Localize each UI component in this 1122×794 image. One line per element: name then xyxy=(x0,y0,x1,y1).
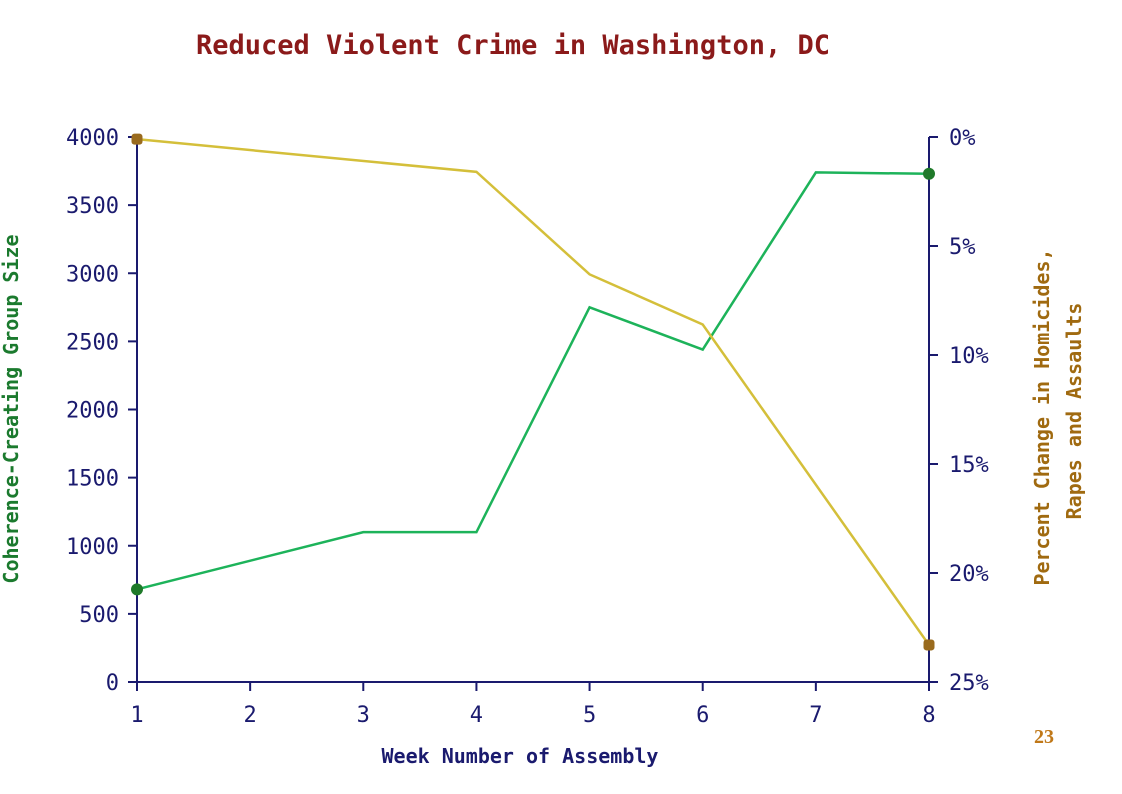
page-number: 23 xyxy=(1034,726,1054,748)
x-tick-label: 5 xyxy=(583,703,596,728)
crime-series-point xyxy=(923,639,935,651)
y-right-tick-label: 10% xyxy=(949,344,989,369)
crime-series-line xyxy=(136,137,931,646)
x-tick-label: 4 xyxy=(470,703,483,728)
y-right-tick-label: 15% xyxy=(949,453,989,478)
y-right-tick-label: 25% xyxy=(949,671,989,696)
x-tick-label: 2 xyxy=(244,703,257,728)
y-right-tick-label: 0% xyxy=(949,126,976,151)
chart-axes xyxy=(136,137,930,683)
x-tick-label: 6 xyxy=(696,703,709,728)
x-axis-label: Week Number of Assembly xyxy=(382,744,659,768)
x-tick-label: 7 xyxy=(809,703,822,728)
y-axis-right-label-line-2: Rapes and Assaults xyxy=(1062,303,1086,520)
x-tick-label: 3 xyxy=(357,703,370,728)
y-left-tick-label: 0 xyxy=(106,671,119,696)
group-series-point xyxy=(131,583,143,596)
y-right-tick-label: 20% xyxy=(949,562,989,587)
y-left-tick-label: 3500 xyxy=(66,194,119,219)
group-series-line xyxy=(136,171,930,591)
y-left-tick-label: 1000 xyxy=(66,535,119,560)
y-left-tick-label: 4000 xyxy=(66,126,119,151)
x-tick-label: 8 xyxy=(922,703,935,728)
crime-series-point xyxy=(131,133,143,145)
x-tick-label: 1 xyxy=(130,703,143,728)
y-left-tick-label: 500 xyxy=(79,603,119,628)
group-series-point xyxy=(923,167,935,180)
chart-ticks: 4000 3500 3000 2500 2000 1500 1000 500 0 0% 5% 10% 1… xyxy=(66,126,989,728)
y-left-tick-label: 2000 xyxy=(66,399,119,424)
chart-title: Reduced Violent Crime in Washington, DC xyxy=(196,30,830,61)
y-axis-left-label: Coherence-Creating Group Size xyxy=(0,234,23,583)
y-left-tick-label: 1500 xyxy=(66,467,119,492)
y-axis-right-label-line-1: Percent Change in Homicides, xyxy=(1030,248,1054,585)
chart-series xyxy=(131,133,935,651)
y-axis-right-label: Percent Change in Homicides, Rapes and A… xyxy=(1030,236,1086,585)
y-right-tick-label: 5% xyxy=(949,235,976,260)
y-left-tick-label: 3000 xyxy=(66,262,119,287)
y-left-tick-label: 2500 xyxy=(66,330,119,355)
